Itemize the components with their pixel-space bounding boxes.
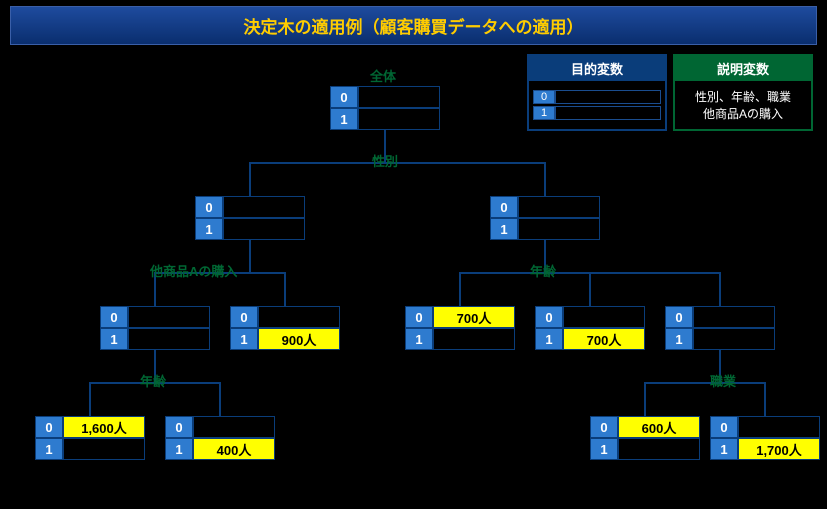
node-value-1 <box>358 108 440 130</box>
node-label-0: 0 <box>665 306 693 328</box>
node-value-1: 1,700人 <box>738 438 820 460</box>
node-label-0: 0 <box>490 196 518 218</box>
node-value-0 <box>258 306 340 328</box>
tree-node-n7: 01700人 <box>535 306 645 350</box>
node-label-1: 1 <box>710 438 738 460</box>
node-label-0: 0 <box>230 306 258 328</box>
node-label-0: 0 <box>590 416 618 438</box>
node-label-1: 1 <box>590 438 618 460</box>
node-value-1: 700人 <box>563 328 645 350</box>
node-label-1: 1 <box>490 218 518 240</box>
tree-node-n12: 011,700人 <box>710 416 820 460</box>
tree-node-n9: 01,600人1 <box>35 416 145 460</box>
node-value-0: 1,600人 <box>63 416 145 438</box>
node-value-0: 600人 <box>618 416 700 438</box>
node-label-0: 0 <box>35 416 63 438</box>
node-label-1: 1 <box>35 438 63 460</box>
node-label-0: 0 <box>405 306 433 328</box>
node-label-0: 0 <box>535 306 563 328</box>
split-label-age2: 年齢 <box>530 261 556 280</box>
node-value-1 <box>433 328 515 350</box>
node-label-1: 1 <box>405 328 433 350</box>
node-value-1 <box>223 218 305 240</box>
tree-node-n11: 0600人1 <box>590 416 700 460</box>
node-label-1: 1 <box>165 438 193 460</box>
node-label-0: 0 <box>195 196 223 218</box>
node-value-1 <box>128 328 210 350</box>
node-label-0: 0 <box>165 416 193 438</box>
node-label-1: 1 <box>230 328 258 350</box>
node-value-1 <box>693 328 775 350</box>
tree-node-n10: 01400人 <box>165 416 275 460</box>
tree-node-n6: 0700人1 <box>405 306 515 350</box>
node-label-0: 0 <box>100 306 128 328</box>
node-value-1 <box>63 438 145 460</box>
node-value-1 <box>618 438 700 460</box>
node-label-1: 1 <box>665 328 693 350</box>
node-label-1: 1 <box>330 108 358 130</box>
split-label-age1: 年齢 <box>140 371 166 390</box>
tree-node-n2: 01 <box>195 196 305 240</box>
node-value-1: 400人 <box>193 438 275 460</box>
split-label-job: 職業 <box>710 371 736 390</box>
tree-node-n5: 01900人 <box>230 306 340 350</box>
split-label-gender: 性別 <box>372 151 398 170</box>
node-label-1: 1 <box>195 218 223 240</box>
split-label-productA: 他商品Aの購入 <box>150 261 237 280</box>
node-value-0 <box>563 306 645 328</box>
tree-node-n3: 01 <box>490 196 600 240</box>
page-title: 決定木の適用例（顧客購買データへの適用） <box>10 6 817 45</box>
node-value-0 <box>358 86 440 108</box>
node-value-0 <box>693 306 775 328</box>
node-label-0: 0 <box>710 416 738 438</box>
node-label-1: 1 <box>535 328 563 350</box>
node-label-1: 1 <box>100 328 128 350</box>
node-value-0 <box>738 416 820 438</box>
node-value-0 <box>518 196 600 218</box>
tree-node-n8: 01 <box>665 306 775 350</box>
node-label-0: 0 <box>330 86 358 108</box>
tree-node-n4: 01 <box>100 306 210 350</box>
node-value-0 <box>193 416 275 438</box>
split-label-root: 全体 <box>370 66 396 85</box>
node-value-0 <box>128 306 210 328</box>
node-value-0: 700人 <box>433 306 515 328</box>
node-value-1: 900人 <box>258 328 340 350</box>
node-value-0 <box>223 196 305 218</box>
tree-node-n1: 01 <box>330 86 440 130</box>
node-value-1 <box>518 218 600 240</box>
